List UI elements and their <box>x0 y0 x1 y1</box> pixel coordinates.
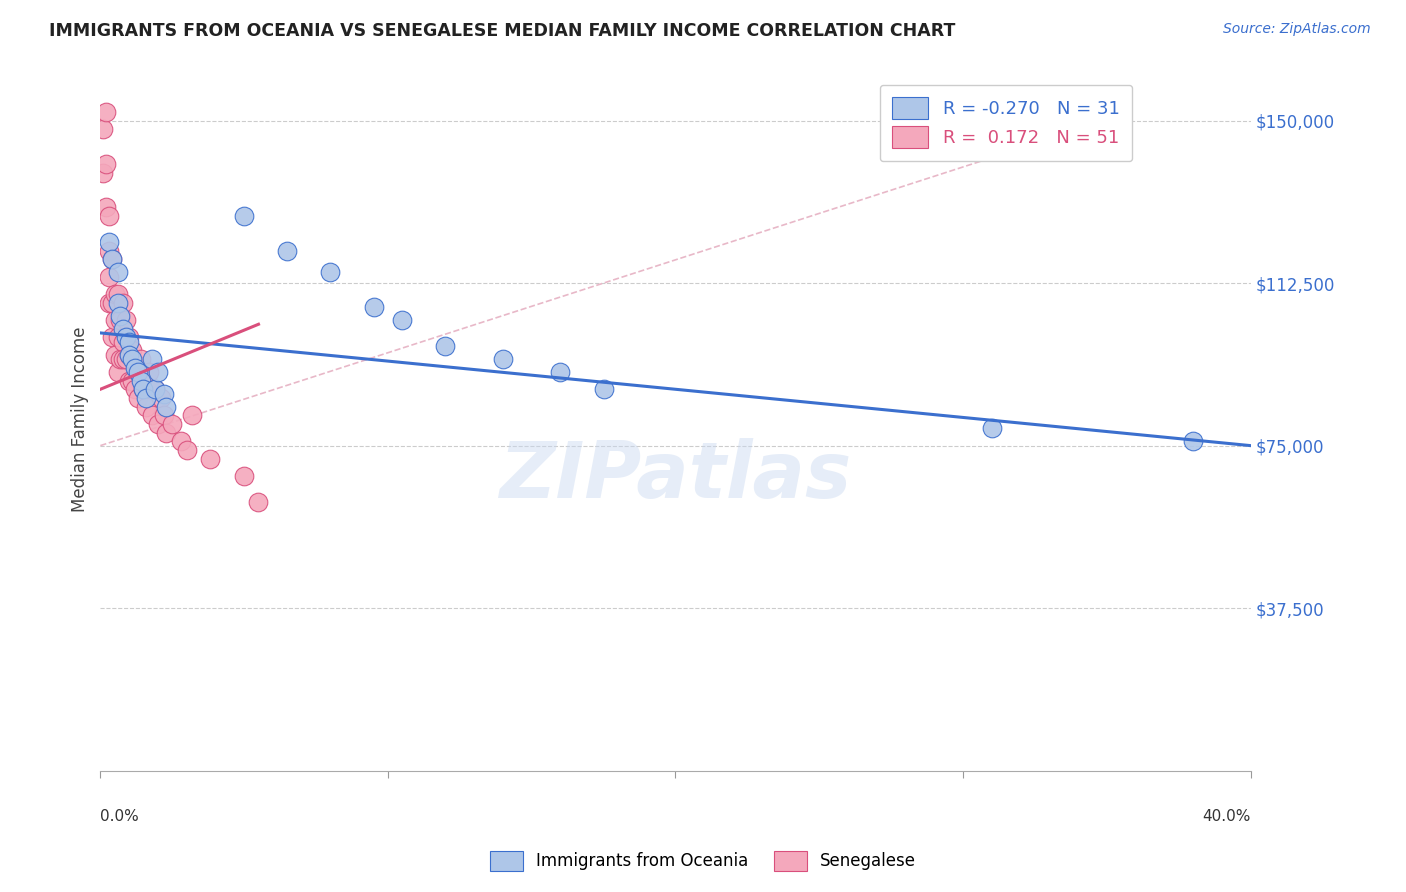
Text: 0.0%: 0.0% <box>100 809 139 824</box>
Point <box>550 365 572 379</box>
Point <box>176 442 198 457</box>
Point <box>124 356 146 370</box>
Point <box>118 348 141 362</box>
Point <box>94 200 117 214</box>
Point <box>198 451 221 466</box>
Legend: Immigrants from Oceania, Senegalese: Immigrants from Oceania, Senegalese <box>481 842 925 880</box>
Point <box>146 417 169 431</box>
Point <box>107 295 129 310</box>
Point <box>104 313 127 327</box>
Point <box>91 122 114 136</box>
Point <box>118 334 141 349</box>
Point <box>104 286 127 301</box>
Point <box>118 330 141 344</box>
Point <box>146 365 169 379</box>
Point <box>107 265 129 279</box>
Point <box>91 165 114 179</box>
Point <box>112 334 135 349</box>
Y-axis label: Median Family Income: Median Family Income <box>72 326 89 512</box>
Point <box>101 252 124 267</box>
Point <box>980 421 1002 435</box>
Point <box>155 425 177 440</box>
Point <box>181 409 204 423</box>
Point <box>101 330 124 344</box>
Point <box>132 382 155 396</box>
Point <box>127 391 149 405</box>
Point <box>149 391 172 405</box>
Point <box>143 382 166 396</box>
Point <box>1182 434 1205 449</box>
Point <box>98 209 121 223</box>
Point <box>101 252 124 267</box>
Point <box>98 244 121 258</box>
Point <box>124 382 146 396</box>
Point <box>143 382 166 396</box>
Point <box>138 365 160 379</box>
Point <box>115 351 138 366</box>
Point <box>98 235 121 249</box>
Legend: R = -0.270   N = 31, R =  0.172   N = 51: R = -0.270 N = 31, R = 0.172 N = 51 <box>880 85 1132 161</box>
Point <box>135 391 157 405</box>
Point <box>141 351 163 366</box>
Point <box>124 360 146 375</box>
Text: 40.0%: 40.0% <box>1202 809 1250 824</box>
Point <box>155 400 177 414</box>
Point <box>110 313 132 327</box>
Text: IMMIGRANTS FROM OCEANIA VS SENEGALESE MEDIAN FAMILY INCOME CORRELATION CHART: IMMIGRANTS FROM OCEANIA VS SENEGALESE ME… <box>49 22 956 40</box>
Point <box>101 295 124 310</box>
Point <box>112 295 135 310</box>
Point <box>391 313 413 327</box>
Text: Source: ZipAtlas.com: Source: ZipAtlas.com <box>1223 22 1371 37</box>
Point <box>129 374 152 388</box>
Point <box>115 313 138 327</box>
Point <box>141 409 163 423</box>
Point <box>170 434 193 449</box>
Point <box>276 244 298 258</box>
Point <box>115 330 138 344</box>
Point <box>233 469 256 483</box>
Point <box>110 351 132 366</box>
Point <box>127 365 149 379</box>
Point <box>152 409 174 423</box>
Point <box>121 343 143 358</box>
Point <box>112 351 135 366</box>
Point <box>107 286 129 301</box>
Point <box>94 157 117 171</box>
Point <box>98 295 121 310</box>
Point <box>121 351 143 366</box>
Point <box>162 417 184 431</box>
Point <box>104 348 127 362</box>
Point <box>129 351 152 366</box>
Point <box>107 365 129 379</box>
Point <box>319 265 342 279</box>
Point <box>110 309 132 323</box>
Point <box>107 330 129 344</box>
Point <box>132 382 155 396</box>
Point <box>135 400 157 414</box>
Point <box>592 382 614 396</box>
Point <box>121 374 143 388</box>
Point <box>127 365 149 379</box>
Point <box>434 339 457 353</box>
Point <box>492 351 515 366</box>
Point <box>118 374 141 388</box>
Point <box>118 348 141 362</box>
Text: ZIPatlas: ZIPatlas <box>499 438 852 514</box>
Point <box>112 321 135 335</box>
Point <box>152 386 174 401</box>
Point <box>363 300 385 314</box>
Point <box>247 495 270 509</box>
Point <box>98 269 121 284</box>
Point <box>94 104 117 119</box>
Point <box>233 209 256 223</box>
